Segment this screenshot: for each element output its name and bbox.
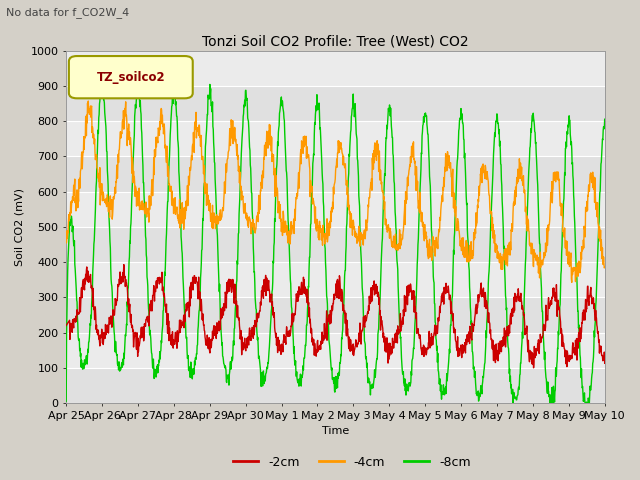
Bar — [66, 297, 605, 333]
Bar — [66, 192, 605, 227]
Bar — [66, 333, 605, 368]
Y-axis label: Soil CO2 (mV): Soil CO2 (mV) — [15, 188, 25, 266]
Legend: -2cm, -4cm, -8cm: -2cm, -4cm, -8cm — [228, 451, 476, 474]
Bar — [66, 227, 605, 262]
Bar — [66, 86, 605, 121]
Bar — [66, 121, 605, 156]
Text: No data for f_CO2W_4: No data for f_CO2W_4 — [6, 7, 130, 18]
Text: TZ_soilco2: TZ_soilco2 — [97, 71, 165, 84]
X-axis label: Time: Time — [322, 426, 349, 436]
Bar — [66, 368, 605, 403]
Title: Tonzi Soil CO2 Profile: Tree (West) CO2: Tonzi Soil CO2 Profile: Tree (West) CO2 — [202, 34, 468, 48]
Bar — [66, 156, 605, 192]
Bar — [66, 51, 605, 86]
FancyBboxPatch shape — [69, 56, 193, 98]
Bar — [66, 262, 605, 297]
